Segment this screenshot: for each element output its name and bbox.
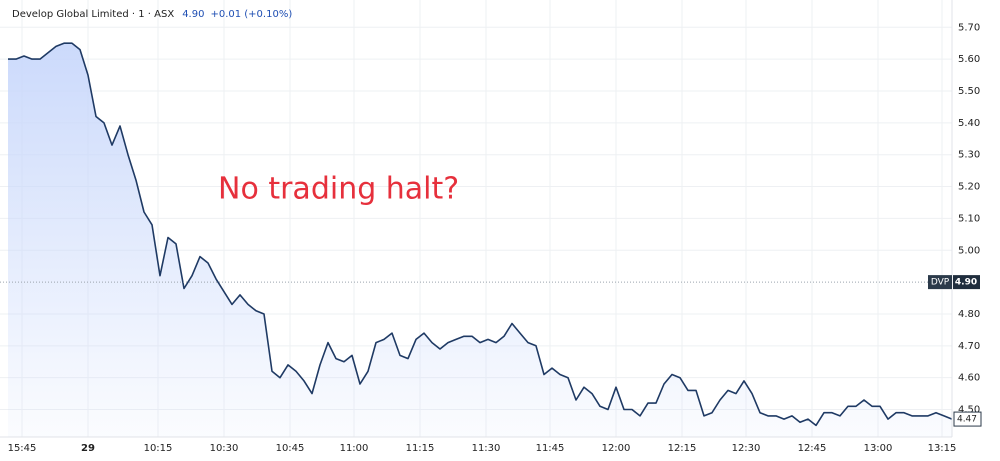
last-price-label: 4.47 xyxy=(957,415,977,425)
plot xyxy=(0,42,953,437)
reference-price-tag xyxy=(953,275,980,290)
x-tick-label: 13:15 xyxy=(928,443,957,454)
price-area xyxy=(8,43,952,437)
chart-title: Develop Global Limited · 1 · ASX xyxy=(12,9,174,20)
x-tick-label: 11:30 xyxy=(472,443,501,454)
reference-symbol: DVP xyxy=(931,278,950,288)
x-tick-label: 10:45 xyxy=(276,443,305,454)
y-tick-label: 4.50 xyxy=(958,405,980,416)
x-tick-label: 11:15 xyxy=(406,443,435,454)
x-tick-label: 12:30 xyxy=(732,443,761,454)
annotation: No trading halt? xyxy=(218,172,459,207)
axes: 4.50 4.60 4.70 4.80 5.00 5.10 5.20 5.30 5.40 5.50… xyxy=(8,22,982,454)
reference-tag xyxy=(928,275,952,290)
y-tick-label: 5.30 xyxy=(958,150,980,161)
last-price: 4.90 xyxy=(182,9,204,20)
x-tick-label: 12:45 xyxy=(798,443,827,454)
x-tick-label: 29 xyxy=(81,443,95,454)
x-tick-label: 11:45 xyxy=(536,443,565,454)
price-line xyxy=(8,42,953,427)
y-tick-label: 5.70 xyxy=(958,22,980,33)
price-change: +0.01 (+0.10%) xyxy=(210,9,292,20)
y-tick-label: 4.60 xyxy=(958,373,980,384)
y-tick-label: 5.60 xyxy=(958,54,980,65)
x-tick-label: 15:45 xyxy=(8,443,37,454)
x-tick-label: 12:15 xyxy=(668,443,697,454)
x-tick-label: 13:00 xyxy=(864,443,893,454)
y-tick-label: 4.70 xyxy=(958,341,980,352)
y-tick-label: 5.10 xyxy=(958,213,980,224)
x-tick-label: 10:30 xyxy=(210,443,239,454)
reference-price: 4.90 xyxy=(955,278,977,288)
x-tick-label: 10:15 xyxy=(144,443,173,454)
y-tick-label: 5.50 xyxy=(958,86,980,97)
y-tick-label: 5.20 xyxy=(958,182,980,193)
y-tick-label: 5.40 xyxy=(958,118,980,129)
y-tick-label: 5.00 xyxy=(958,245,980,256)
last-price-tag xyxy=(953,411,982,427)
x-tick-label: 12:00 xyxy=(602,443,631,454)
y-tick-label: 4.80 xyxy=(958,309,980,320)
x-tick-label: 11:00 xyxy=(340,443,369,454)
